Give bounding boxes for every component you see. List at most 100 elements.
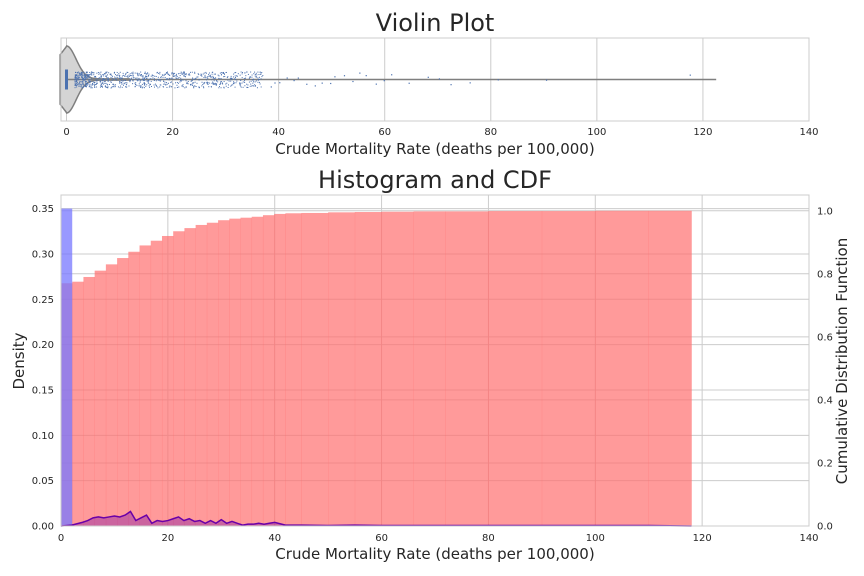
strip-point	[246, 71, 248, 73]
strip-point	[100, 84, 102, 86]
cdf-step	[251, 216, 264, 526]
strip-point	[193, 86, 195, 88]
strip-point	[111, 77, 113, 79]
strip-point	[143, 78, 145, 80]
strip-point	[125, 72, 127, 74]
strip-point	[145, 73, 147, 75]
strip-point	[219, 83, 221, 85]
strip-point	[145, 85, 147, 87]
histogram-y-tick-label: 0.00	[32, 522, 54, 533]
strip-point	[183, 72, 185, 74]
strip-point	[127, 72, 129, 74]
strip-point	[314, 85, 316, 87]
strip-point	[194, 71, 196, 73]
histogram-title: Histogram and CDF	[318, 166, 552, 194]
strip-point	[147, 82, 149, 84]
strip-point	[383, 80, 385, 82]
strip-point	[148, 73, 150, 75]
strip-point	[120, 85, 122, 87]
strip-point	[132, 80, 134, 82]
strip-point	[138, 85, 140, 87]
strip-point	[163, 86, 165, 88]
strip-point	[138, 72, 140, 74]
strip-point	[122, 81, 124, 83]
strip-point	[184, 76, 186, 78]
strip-point	[112, 83, 114, 85]
strip-point	[102, 83, 104, 85]
strip-point	[106, 83, 108, 85]
strip-point	[193, 87, 195, 89]
strip-point	[85, 77, 87, 79]
strip-point	[545, 79, 548, 81]
strip-point	[161, 74, 163, 76]
strip-point	[240, 86, 242, 88]
strip-point	[206, 83, 208, 85]
strip-point	[103, 73, 105, 75]
strip-point	[104, 73, 106, 75]
strip-point	[83, 78, 85, 80]
strip-point	[148, 78, 150, 80]
strip-point	[87, 83, 89, 85]
strip-point	[87, 75, 89, 77]
strip-point	[203, 83, 205, 85]
strip-point	[200, 74, 202, 76]
strip-point	[181, 85, 183, 87]
cdf-step	[381, 211, 414, 526]
cdf-step	[83, 276, 95, 526]
strip-point	[103, 75, 105, 77]
strip-point	[83, 85, 85, 87]
cdf-y-tick-label: 0.8	[817, 269, 833, 280]
strip-point	[75, 79, 77, 81]
strip-point	[221, 74, 223, 76]
strip-point	[143, 78, 145, 80]
strip-point	[132, 78, 134, 80]
strip-point	[251, 85, 253, 87]
strip-point	[91, 78, 93, 80]
strip-point	[391, 74, 393, 76]
strip-point	[111, 75, 113, 77]
strip-point	[262, 75, 264, 77]
strip-point	[83, 74, 85, 76]
strip-point	[128, 75, 130, 77]
strip-point	[250, 80, 252, 82]
strip-point	[206, 76, 208, 78]
strip-point	[86, 82, 88, 84]
strip-point	[81, 77, 83, 79]
strip-point	[100, 71, 102, 73]
cdf-step	[354, 212, 382, 526]
strip-point	[89, 83, 91, 85]
strip-point	[211, 73, 213, 75]
strip-point	[183, 75, 185, 77]
strip-point	[140, 71, 142, 73]
strip-point	[185, 73, 187, 75]
strip-point	[259, 76, 261, 78]
strip-point	[193, 78, 195, 80]
strip-point	[119, 81, 121, 83]
strip-point	[121, 75, 123, 77]
strip-point	[119, 76, 121, 78]
strip-point	[99, 81, 101, 83]
strip-point	[159, 71, 161, 73]
strip-point	[87, 77, 89, 79]
strip-point	[255, 85, 257, 87]
strip-point	[175, 82, 177, 84]
strip-point	[255, 80, 257, 82]
strip-point	[227, 86, 229, 88]
strip-point	[191, 80, 193, 82]
strip-point	[154, 75, 156, 77]
strip-point	[181, 79, 183, 81]
strip-point	[90, 73, 92, 75]
strip-point	[215, 83, 217, 85]
strip-point	[183, 71, 185, 73]
strip-point	[218, 87, 220, 89]
strip-point	[120, 78, 122, 80]
strip-point	[85, 81, 87, 83]
strip-point	[100, 74, 102, 76]
strip-point	[212, 83, 214, 85]
strip-point	[175, 77, 177, 79]
strip-point	[76, 77, 78, 79]
strip-point	[257, 79, 259, 81]
strip-point	[83, 78, 85, 80]
strip-point	[158, 72, 160, 74]
strip-point	[227, 79, 229, 81]
